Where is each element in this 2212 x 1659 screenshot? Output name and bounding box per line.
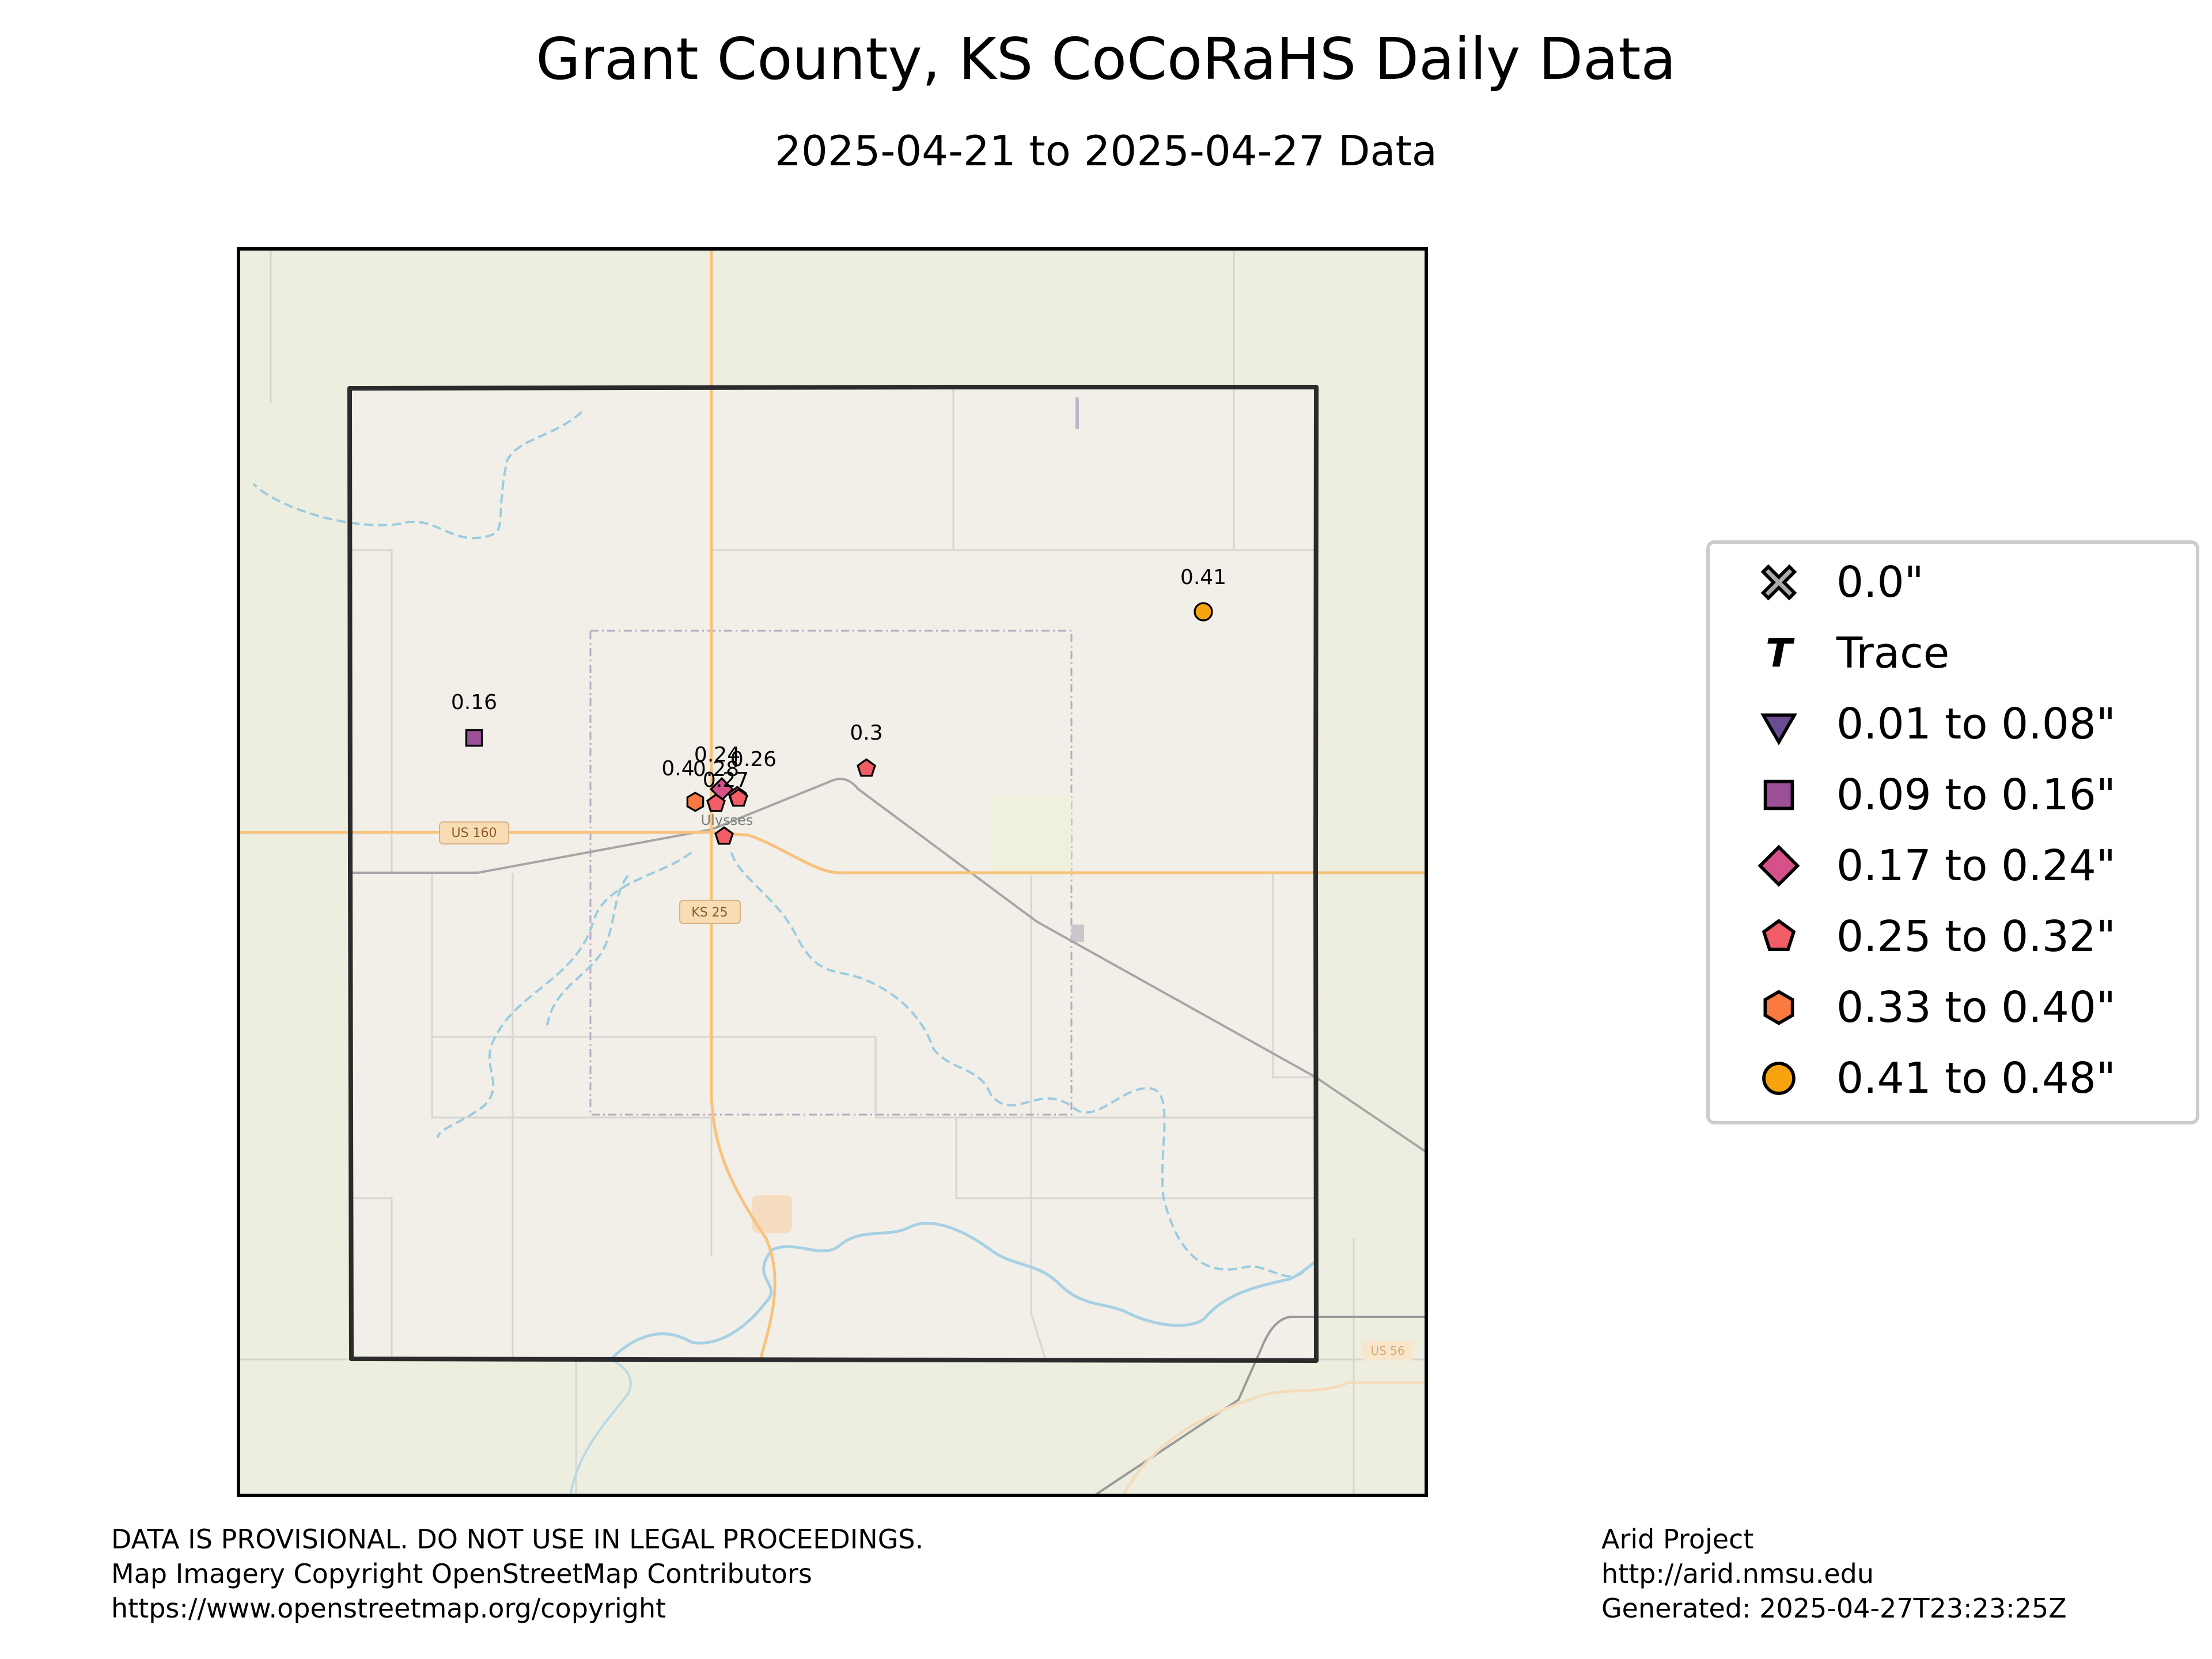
footer-right: Arid Project http://arid.nmsu.edu Genera…	[1601, 1522, 2067, 1626]
river	[609, 1222, 1317, 1361]
legend-item: T Trace	[1744, 627, 1949, 679]
road-label-us160: US 160	[451, 826, 497, 840]
legend-label: 0.0"	[1836, 558, 1924, 607]
station-marker	[686, 791, 704, 812]
road-label-us56: US 56	[1370, 1344, 1404, 1358]
landuse-patch	[991, 795, 1071, 876]
legend-marker-icon	[1744, 698, 1813, 750]
road-shield-us56: US 56	[1362, 1341, 1413, 1361]
legend-marker-icon	[1744, 1052, 1813, 1104]
station-value-label: 0.28	[693, 757, 739, 781]
legend-item: 0.0"	[1744, 556, 1924, 608]
legend-item: 0.25 to 0.32"	[1744, 911, 2116, 963]
legend-item: 0.09 to 0.16"	[1744, 769, 2116, 821]
footer-copyright: Map Imagery Copyright OpenStreetMap Cont…	[111, 1558, 812, 1589]
map-frame-border	[237, 247, 1428, 1497]
county-boundary	[347, 385, 1319, 1363]
station-marker	[714, 826, 734, 845]
station-value-label: 0.41	[1180, 566, 1226, 589]
station-marker	[857, 758, 876, 777]
legend-marker-icon: T	[1744, 627, 1813, 679]
railroad	[350, 778, 1426, 1153]
chart-subtitle: 2025-04-21 to 2025-04-27 Data	[775, 127, 1437, 175]
legend-marker-icon	[1744, 840, 1813, 892]
footer-generated: Generated: 2025-04-27T23:23:25Z	[1601, 1593, 2067, 1624]
map: US 160 KS 25 US 56 Ulysses 0.410.160.30.…	[237, 247, 1428, 1497]
legend-marker-icon	[1744, 982, 1813, 1033]
highways	[238, 249, 1426, 1495]
legend-label: Trace	[1836, 628, 1950, 678]
road-label-ks25: KS 25	[691, 906, 728, 920]
railroad-2	[1093, 1316, 1426, 1495]
station-value-label: 0.4	[661, 757, 694, 781]
footer-left: DATA IS PROVISIONAL. DO NOT USE IN LEGAL…	[111, 1522, 923, 1626]
station-value-label: 0.3	[850, 721, 882, 745]
legend-marker-icon	[1744, 769, 1813, 821]
legend-item: 0.01 to 0.08"	[1744, 698, 2116, 750]
footer-disclaimer: DATA IS PROVISIONAL. DO NOT USE IN LEGAL…	[111, 1524, 924, 1555]
svg-text:T: T	[1766, 631, 1795, 676]
stream-outside	[569, 1358, 632, 1495]
legend-label: 0.41 to 0.48"	[1836, 1054, 2116, 1103]
station-marker	[1194, 602, 1213, 622]
stations-layer: 0.41 0.16 0.3 0.240.26 0.40.280.27	[451, 566, 1226, 845]
landuse-patch	[1075, 397, 1079, 429]
legend-marker-icon	[1744, 911, 1813, 963]
station-value-label: 0.27	[703, 768, 749, 792]
road-shield-us160: US 160	[439, 821, 509, 844]
place-label-ulysses: Ulysses	[701, 812, 753, 828]
footer-project: Arid Project	[1601, 1524, 1754, 1555]
station-marker	[729, 788, 748, 807]
station-value-label: 0.24	[694, 743, 740, 767]
legend-label: 0.17 to 0.24"	[1836, 841, 2116, 891]
footer-copyright-link[interactable]: https://www.openstreetmap.org/copyright	[111, 1593, 666, 1624]
legend-item: 0.17 to 0.24"	[1744, 840, 2116, 892]
streams	[252, 411, 1309, 1278]
legend-label: 0.09 to 0.16"	[1836, 770, 2116, 820]
legend-label: 0.33 to 0.40"	[1836, 983, 2116, 1032]
legend-marker-icon	[1744, 556, 1813, 608]
legend-item: 0.33 to 0.40"	[1744, 982, 2116, 1033]
road-shield-ks25: KS 25	[679, 900, 741, 924]
legend-label: 0.25 to 0.32"	[1836, 912, 2116, 961]
landuse-patch	[1071, 925, 1084, 942]
landuse-patch	[752, 1195, 792, 1233]
legend-label: 0.01 to 0.08"	[1836, 699, 2116, 749]
station-value-label: 0.26	[730, 748, 777, 771]
footer-project-link[interactable]: http://arid.nmsu.edu	[1601, 1558, 1874, 1589]
station-value-label: 0.16	[451, 691, 497, 714]
station-marker	[465, 729, 483, 747]
station-marker	[706, 793, 726, 812]
legend: 0.0" T Trace 0.01 to 0.08" 0.09 to 0.16" 0.17…	[1706, 540, 2199, 1124]
chart-title: Grant County, KS CoCoRaHS Daily Data	[536, 25, 1676, 93]
legend-item: 0.41 to 0.48"	[1744, 1052, 2116, 1104]
